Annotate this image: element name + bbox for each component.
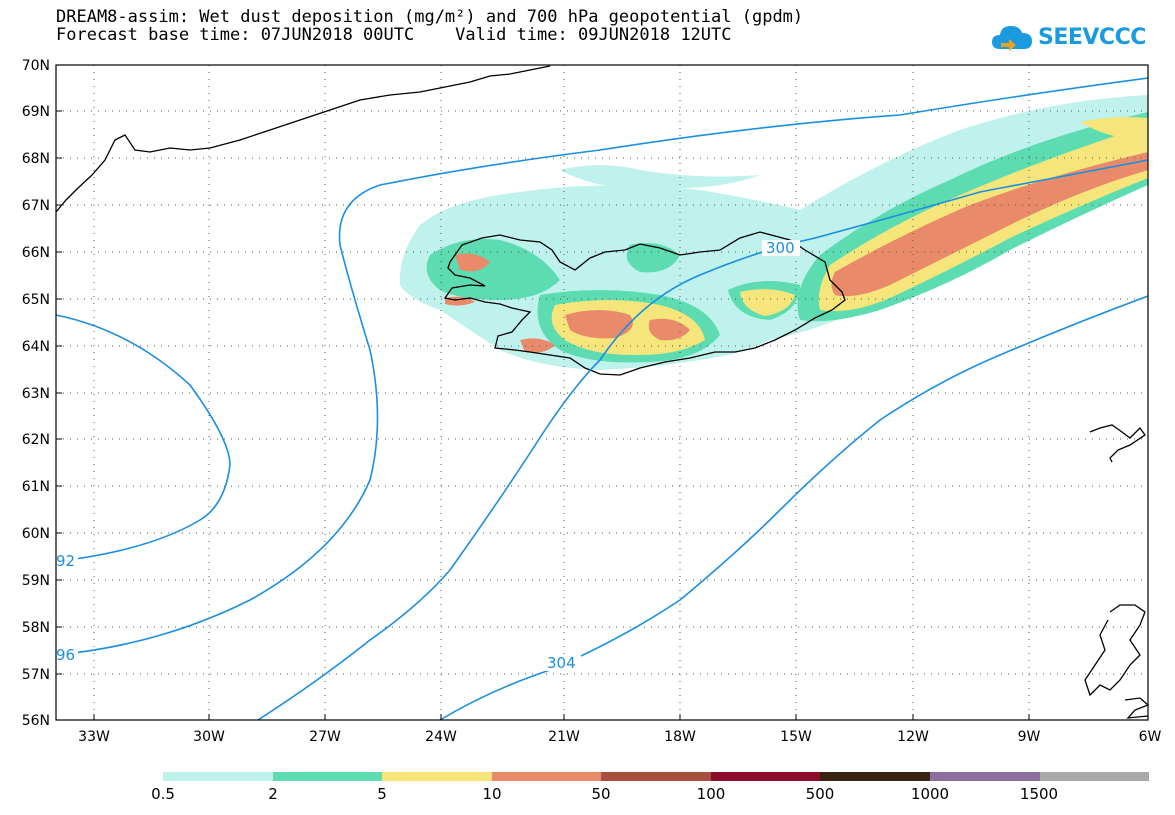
contour-label: 300 <box>766 239 795 257</box>
logo-text: SEEVCCC <box>1038 24 1146 50</box>
lon-axis <box>93 714 1030 720</box>
lat-label: 66N <box>22 245 50 261</box>
contour-label: 92 <box>56 552 75 570</box>
legend-label: 1000 <box>910 785 950 803</box>
lon-label: 9W <box>1018 729 1041 745</box>
lat-lon-grid <box>56 65 1148 720</box>
legend-label: 500 <box>805 785 835 803</box>
map-subtitle: Forecast base time: 07JUN2018 00UTC Vali… <box>56 25 732 45</box>
lon-label: 21W <box>548 729 580 745</box>
lat-label: 70N <box>22 58 50 74</box>
lat-label: 60N <box>22 526 50 542</box>
legend-label: 10 <box>482 785 502 803</box>
lon-label: 6W <box>1139 729 1162 745</box>
legend-swatch <box>929 772 1040 781</box>
legend-label: 100 <box>696 785 726 803</box>
contour-line <box>55 314 231 562</box>
contour-label: 96 <box>56 646 75 664</box>
lat-axis <box>56 110 62 675</box>
lat-label: 63N <box>22 386 50 402</box>
legend-colorbar <box>163 772 1150 781</box>
geopotential-contours <box>55 77 1149 721</box>
legend-label: 50 <box>591 785 611 803</box>
lon-label: 15W <box>780 729 812 745</box>
lon-label: 30W <box>193 729 225 745</box>
contour-line <box>257 159 1149 721</box>
scotland-coast <box>1084 604 1146 697</box>
legend-label: 0.5 <box>151 785 175 803</box>
lon-label: 33W <box>78 729 110 745</box>
dust-shading <box>399 95 1148 370</box>
legend-swatch <box>710 772 821 781</box>
lat-label: 69N <box>22 104 50 120</box>
lon-label: 18W <box>664 729 696 745</box>
lon-label: 24W <box>425 729 457 745</box>
contour-line <box>55 77 1149 656</box>
lat-label: 64N <box>22 339 50 355</box>
legend-swatch <box>1039 772 1150 781</box>
legend-swatch <box>382 772 492 781</box>
lat-label: 61N <box>22 479 50 495</box>
lat-label: 67N <box>22 198 50 214</box>
contour-label: 304 <box>547 654 576 672</box>
legend-label: 5 <box>377 785 387 803</box>
legend-label: 2 <box>268 785 278 803</box>
greenland-coast <box>55 65 551 213</box>
seevccc-logo: SEEVCCC <box>990 20 1146 54</box>
faroe-islands-coast <box>1089 424 1146 463</box>
lon-label: 12W <box>897 729 929 745</box>
lat-label: 62N <box>22 432 50 448</box>
lat-label: 59N <box>22 573 50 589</box>
lat-label: 65N <box>22 292 50 308</box>
legend-swatch <box>163 772 273 781</box>
lat-label: 56N <box>22 713 50 729</box>
lon-label: 27W <box>309 729 341 745</box>
dust-region-salmon <box>831 152 1148 297</box>
legend-swatch <box>601 772 711 781</box>
coastline <box>55 65 1150 719</box>
legend-swatch <box>491 772 602 781</box>
iceland-coast <box>443 231 846 376</box>
legend-label: 1500 <box>1019 785 1059 803</box>
lat-label: 68N <box>22 151 50 167</box>
legend-swatch <box>272 772 383 781</box>
cloud-icon <box>992 26 1032 51</box>
map-title: DREAM8-assim: Wet dust deposition (mg/m²… <box>56 7 804 27</box>
legend-swatch <box>820 772 930 781</box>
lat-label: 58N <box>22 620 50 636</box>
lat-label: 57N <box>22 667 50 683</box>
